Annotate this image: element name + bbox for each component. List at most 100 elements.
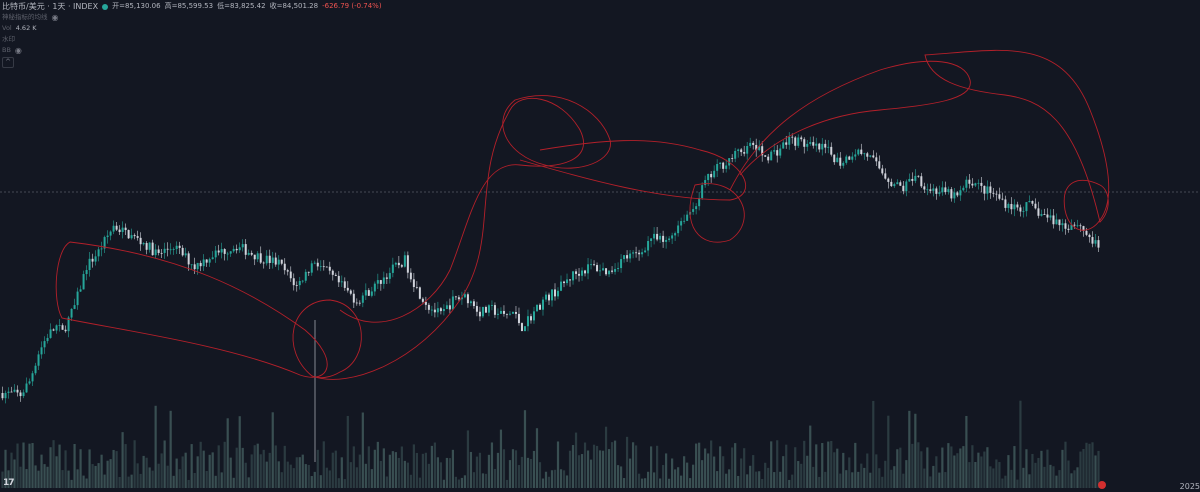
volume-bar xyxy=(989,466,992,488)
candle-body xyxy=(487,305,490,313)
volume-bar xyxy=(884,460,887,488)
candle-body xyxy=(295,285,298,286)
candle xyxy=(19,390,22,402)
candle-body xyxy=(647,240,650,251)
candle xyxy=(581,267,584,281)
volume-bar xyxy=(1058,470,1061,488)
candle xyxy=(902,181,905,195)
candle-body xyxy=(779,148,782,156)
volume-bar xyxy=(223,441,226,488)
volume-bar xyxy=(301,454,304,488)
legend-collapse-row[interactable]: ^ xyxy=(2,56,382,68)
symbol-title[interactable]: 比特币/美元 · 1天 · INDEX xyxy=(2,2,99,11)
volume-bar xyxy=(710,440,713,488)
candle-body xyxy=(349,290,352,294)
annotation-ellipse[interactable] xyxy=(502,95,611,169)
annotation-ellipse[interactable] xyxy=(689,183,745,243)
volume-bar xyxy=(1013,446,1016,488)
candle-body xyxy=(508,313,511,315)
annotation-ellipse[interactable] xyxy=(55,241,328,378)
annotation-ellipse[interactable] xyxy=(292,299,362,379)
candle xyxy=(821,138,824,156)
legend-volume-row[interactable]: Vol 4.62 K xyxy=(2,23,382,34)
candle xyxy=(427,302,430,314)
volume-bar xyxy=(562,470,566,488)
candle xyxy=(265,250,268,266)
candle-body xyxy=(85,270,88,275)
candle-body xyxy=(881,168,884,174)
eye-icon[interactable]: ◉ xyxy=(51,13,59,22)
candle xyxy=(608,270,611,278)
volume-bar xyxy=(1043,466,1046,488)
chevron-up-icon[interactable]: ^ xyxy=(2,56,14,68)
candle-body xyxy=(704,180,707,186)
candle xyxy=(193,257,196,275)
volume-bar xyxy=(454,476,458,488)
candle xyxy=(701,182,704,200)
candle xyxy=(163,242,166,259)
volume-bar xyxy=(253,445,256,488)
volume-bar xyxy=(631,442,635,488)
eye-icon[interactable]: ◉ xyxy=(14,46,22,55)
annotations[interactable] xyxy=(55,49,1110,380)
tradingview-logo[interactable]: 17 xyxy=(3,478,14,488)
candle-body xyxy=(752,142,755,145)
legend-row-3[interactable]: 水印 xyxy=(2,34,382,45)
candle xyxy=(1034,198,1037,210)
candle-body xyxy=(535,304,538,312)
volume-bar xyxy=(716,471,719,488)
annotation-ellipse[interactable] xyxy=(311,97,584,380)
candle-body xyxy=(256,253,259,260)
legend-row-4[interactable]: BB ◉ xyxy=(2,45,382,56)
volume-bar xyxy=(815,444,818,488)
candle xyxy=(466,292,469,308)
candle xyxy=(1001,192,1004,201)
candle xyxy=(830,142,833,157)
volume-bar xyxy=(370,469,373,488)
candle-body xyxy=(554,289,557,297)
volume-bar xyxy=(977,452,980,488)
candle-body xyxy=(884,173,887,179)
volume-bar xyxy=(833,452,836,488)
candle xyxy=(815,137,818,152)
volume-bar xyxy=(737,475,740,488)
annotation-ellipse[interactable] xyxy=(519,140,747,201)
candle xyxy=(749,137,752,148)
volume-bar xyxy=(652,472,656,488)
volume-bar xyxy=(1040,450,1043,488)
candle-body xyxy=(517,313,520,324)
candle xyxy=(307,271,310,276)
candle-body xyxy=(529,316,532,321)
event-flag-icon[interactable] xyxy=(1098,481,1106,489)
candle xyxy=(776,145,779,163)
candle xyxy=(538,303,541,310)
candle xyxy=(641,248,644,258)
volume-bars xyxy=(1,400,1100,488)
candle xyxy=(322,260,325,271)
candle-body xyxy=(794,137,797,146)
volume-bar xyxy=(433,442,436,488)
candle-body xyxy=(608,270,611,275)
volume-bar xyxy=(848,457,851,488)
volume-bar xyxy=(460,477,464,488)
volume-bar xyxy=(163,440,166,488)
candle-body xyxy=(905,181,908,192)
legend-indicator-row[interactable]: 神秘指标的均线 ◉ xyxy=(2,12,382,23)
candle-body xyxy=(376,280,379,284)
candle-body xyxy=(713,170,716,178)
annotation-ellipse[interactable] xyxy=(924,49,1110,231)
volume-bar xyxy=(1001,478,1004,488)
volume-bar xyxy=(25,469,28,488)
candle xyxy=(1055,213,1058,225)
volume-bar xyxy=(100,454,103,488)
volume-bar xyxy=(304,464,307,488)
annotation-ellipse[interactable] xyxy=(729,60,971,191)
volume-bar xyxy=(361,412,364,488)
volume-bar xyxy=(761,479,764,488)
candle xyxy=(16,385,19,397)
candle xyxy=(34,362,37,376)
volume-bar xyxy=(740,458,743,488)
candle-body xyxy=(692,209,695,212)
volume-bar xyxy=(208,454,211,488)
